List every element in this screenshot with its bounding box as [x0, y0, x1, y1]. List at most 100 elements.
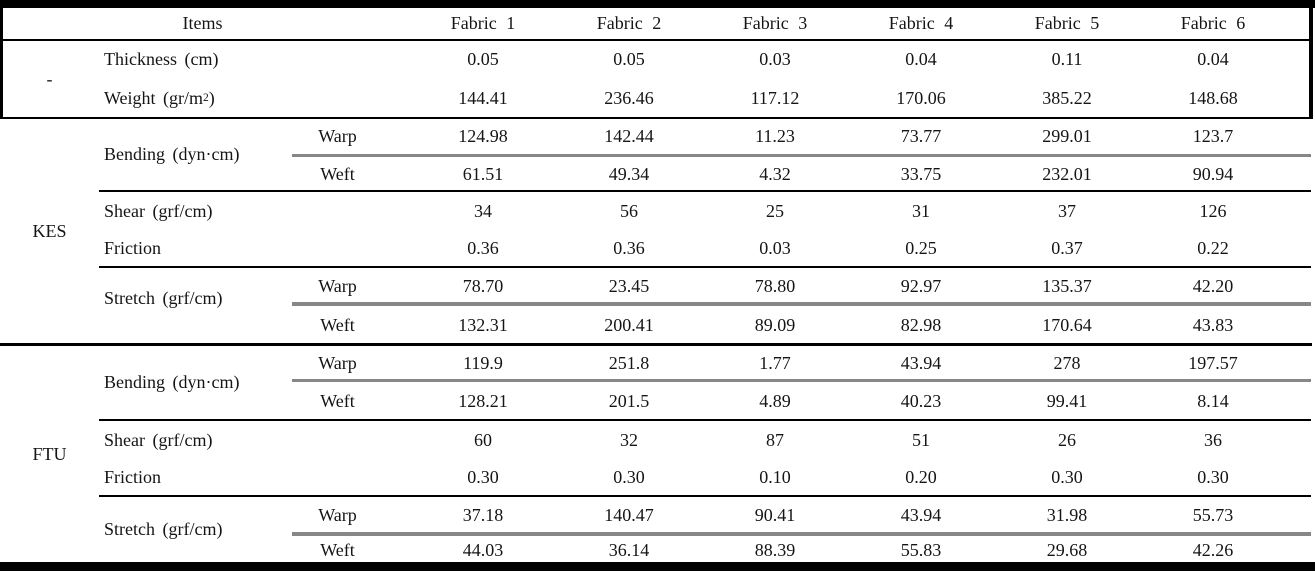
- table-row-kes-stretch-weft: Weft 132.31 200.41 89.09 82.98 170.64 43.83: [0, 307, 1311, 343]
- value-cell: 119.9: [463, 352, 503, 373]
- rule-left-edge: [0, 0, 3, 119]
- sub-label-weft: Weft: [320, 390, 355, 411]
- rule-bottom-border: [0, 562, 1315, 571]
- value-cell: 4.32: [759, 163, 791, 184]
- value-cell: 34: [474, 201, 492, 221]
- rule-section-2: [0, 343, 1312, 346]
- table-row-kes-bending-weft: Weft 61.51 49.34 4.32 33.75 232.01 90.94: [0, 158, 1311, 190]
- value-cell: 43.94: [900, 352, 942, 373]
- value-cell: 8.14: [1197, 390, 1229, 411]
- value-cell: 236.46: [604, 87, 654, 108]
- value-cell: 49.34: [608, 163, 650, 184]
- value-cell: 251.8: [608, 352, 650, 373]
- value-cell: 73.77: [900, 126, 942, 146]
- sub-label-warp: Warp: [318, 126, 357, 146]
- value-cell: Fabric 1: [450, 13, 516, 33]
- sub-label-weft: Weft: [320, 539, 355, 560]
- table-row-ftu-bending-warp: Warp 119.9 251.8 1.77 43.94 278 197.57: [0, 347, 1311, 379]
- value-cell: 142.44: [604, 126, 654, 146]
- table-row-ftu-bending-weft: Weft 128.21 201.5 4.89 40.23 99.41 8.14: [0, 383, 1311, 419]
- value-cell: 26: [1058, 429, 1076, 450]
- value-cell: 200.41: [604, 314, 654, 335]
- header-row: Items Fabric 1 Fabric 2 Fabric 3 Fabric 4 Fa…: [0, 8, 1311, 39]
- row-values-kes-bending-warp: 124.98 142.44 11.23 73.77 299.01 123.7: [410, 119, 1286, 154]
- row-values-ftu-bending-weft: 128.21 201.5 4.89 40.23 99.41 8.14: [410, 383, 1286, 419]
- group-label-dash: -: [46, 68, 53, 89]
- value-cell: 0.36: [467, 238, 499, 258]
- rule-ftu-bending-bottom: [99, 419, 1311, 421]
- rule-ftu-friction-bottom: [99, 495, 1311, 497]
- row-values-kes-bending-weft: 61.51 49.34 4.32 33.75 232.01 90.94: [410, 158, 1286, 190]
- sub-label-weft: Weft: [320, 314, 355, 335]
- value-cell: 0.03: [759, 49, 791, 69]
- value-cell: 0.36: [613, 238, 645, 258]
- row-values-thickness: 0.05 0.05 0.03 0.04 0.11 0.04: [410, 41, 1286, 78]
- value-cell: 31.98: [1046, 505, 1088, 525]
- value-cell: 144.41: [458, 87, 508, 108]
- value-cell: 0.22: [1197, 238, 1229, 258]
- table-row-kes-friction: Friction 0.36 0.36 0.03 0.25 0.37 0.22: [0, 231, 1311, 266]
- value-cell: 0.05: [613, 49, 645, 69]
- value-cell: 33.75: [900, 163, 942, 184]
- value-cell: Fabric 6: [1180, 13, 1246, 33]
- value-cell: 0.30: [1051, 466, 1083, 487]
- value-cell: 99.41: [1046, 390, 1088, 411]
- table-row-kes-bending-warp: Warp 124.98 142.44 11.23 73.77 299.01 123.7: [0, 119, 1311, 154]
- row-values-kes-shear: 34 56 25 31 37 126: [410, 193, 1286, 230]
- value-cell: Fabric 4: [888, 13, 954, 33]
- value-cell: 117.12: [750, 87, 800, 108]
- value-cell: 40.23: [900, 390, 942, 411]
- value-cell: 43.94: [900, 505, 942, 525]
- row-values-ftu-bending-warp: 119.9 251.8 1.77 43.94 278 197.57: [410, 347, 1286, 379]
- rule-header-underline: [0, 39, 1312, 41]
- row-label-kes-friction: Friction: [104, 238, 161, 258]
- table-row-ftu-stretch-weft: Weft 44.03 36.14 88.39 55.83 29.68 42.26: [0, 536, 1311, 564]
- value-cell: Fabric 5: [1034, 13, 1100, 33]
- value-cell: 90.41: [754, 505, 796, 525]
- rule-ftu-stretch-warp-weft: [292, 532, 1311, 536]
- value-cell: 126: [1199, 201, 1227, 221]
- value-cell: 0.37: [1051, 238, 1083, 258]
- value-cell: 90.94: [1192, 163, 1234, 184]
- value-cell: 123.7: [1192, 126, 1234, 146]
- value-cell: 0.30: [467, 466, 499, 487]
- table-row-ftu-stretch-warp: Warp 37.18 140.47 90.41 43.94 31.98 55.73: [0, 499, 1311, 532]
- value-cell: 0.03: [759, 238, 791, 258]
- value-cell: 385.22: [1042, 87, 1092, 108]
- value-cell: 0.05: [467, 49, 499, 69]
- table-row-weight: Weight (gr/m 2) 144.41 236.46 117.12 170.06 3…: [0, 79, 1311, 117]
- value-cell: 0.11: [1051, 49, 1083, 69]
- sub-label-warp: Warp: [318, 275, 357, 296]
- value-cell: 232.01: [1042, 163, 1092, 184]
- sub-label-warp: Warp: [318, 352, 357, 373]
- value-cell: 89.09: [754, 314, 796, 335]
- row-values-weight: 144.41 236.46 117.12 170.06 385.22 148.68: [410, 79, 1286, 117]
- value-cell: 135.37: [1042, 275, 1092, 296]
- value-cell: 36.14: [608, 539, 650, 560]
- rule-section-1: [0, 117, 1312, 119]
- row-values-ftu-friction: 0.30 0.30 0.10 0.20 0.30 0.30: [410, 459, 1286, 495]
- rule-right-edge: [1309, 0, 1313, 119]
- table-row-thickness: Thickness (cm) 0.05 0.05 0.03 0.04 0.11 0.04: [0, 41, 1311, 78]
- weight-label-pre: Weight (gr/m: [104, 87, 204, 108]
- rule-kes-bending-bottom: [99, 190, 1311, 192]
- group-label-ftu: FTU: [32, 443, 67, 464]
- value-cell: 140.47: [604, 505, 654, 525]
- column-header-items: Items: [182, 13, 223, 33]
- value-cell: 37.18: [462, 505, 504, 525]
- row-label-kes-stretch: Stretch (grf/cm): [104, 287, 223, 308]
- value-cell: 55.83: [900, 539, 942, 560]
- value-cell: 201.5: [608, 390, 650, 411]
- value-cell: 128.21: [458, 390, 508, 411]
- value-cell: 0.25: [905, 238, 937, 258]
- row-values-ftu-shear: 60 32 87 51 26 36: [410, 422, 1286, 458]
- value-cell: 51: [912, 429, 930, 450]
- row-label-kes-bending: Bending (dyn·cm): [104, 144, 240, 164]
- value-cell: 170.06: [896, 87, 946, 108]
- row-values-ftu-stretch-warp: 37.18 140.47 90.41 43.94 31.98 55.73: [410, 499, 1286, 532]
- value-cell: 82.98: [900, 314, 942, 335]
- value-cell: Fabric 2: [596, 13, 662, 33]
- row-label-weight: Weight (gr/m 2): [104, 87, 215, 108]
- row-label-ftu-bending: Bending (dyn·cm): [104, 372, 240, 392]
